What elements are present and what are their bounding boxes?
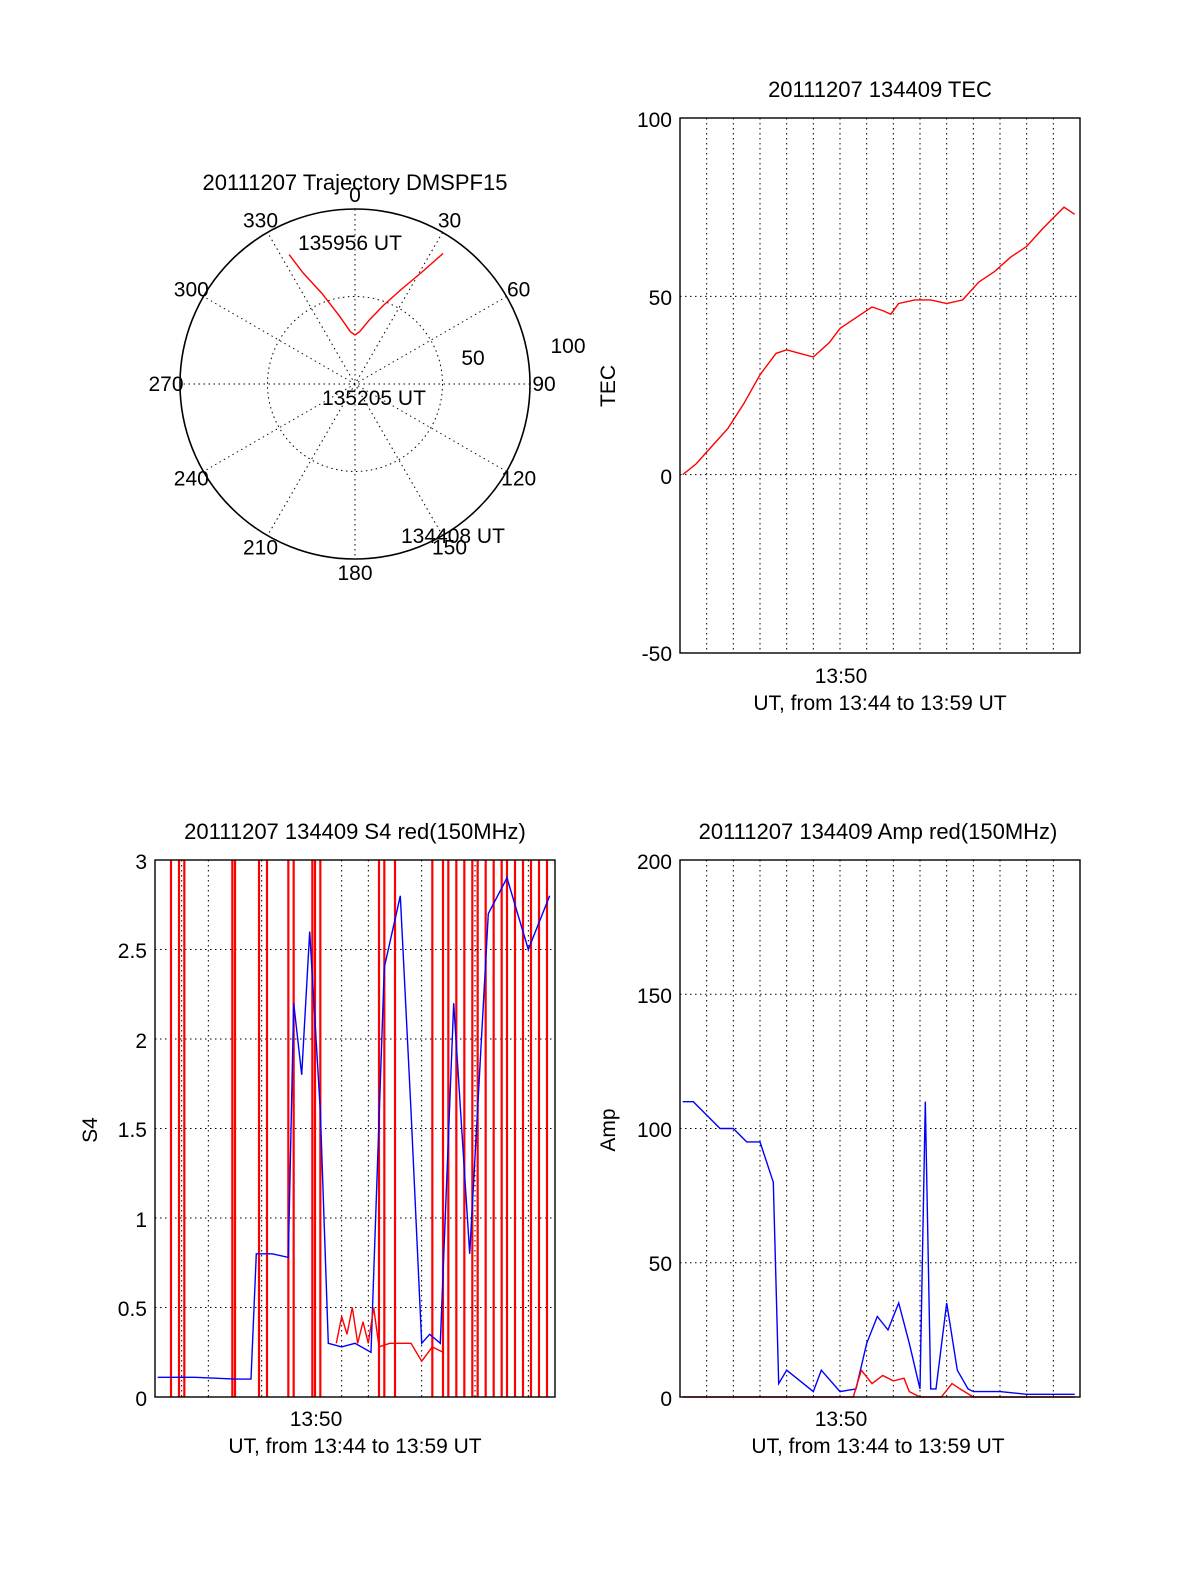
- polar-angle-label: 210: [243, 537, 278, 560]
- amp-panel: 20111207 134409 Amp red(150MHz) 200 150 …: [597, 819, 1081, 1458]
- amp-blue-series: [682, 1101, 1075, 1395]
- polar-spokes: [180, 209, 530, 559]
- amp-title: 20111207 134409 Amp red(150MHz): [699, 819, 1058, 844]
- s4-ytick-0-5: 0.5: [118, 1298, 147, 1321]
- amp-ylabel: Amp: [597, 1108, 620, 1151]
- s4-title: 20111207 134409 S4 red(150MHz): [184, 819, 526, 844]
- s4-ylabel: S4: [79, 1117, 102, 1143]
- tec-ylabel: TEC: [597, 365, 620, 407]
- amp-frame: [679, 859, 1081, 1398]
- amp-xlabel: UT, from 13:44 to 13:59 UT: [751, 1435, 1004, 1458]
- polar-angle-label: 90: [532, 373, 555, 396]
- amp-ytick-200: 200: [637, 851, 672, 874]
- tec-panel: 20111207 134409 TEC 100 50 0 -50 TEC 13:…: [597, 77, 1081, 715]
- polar-spoke: [267, 232, 443, 536]
- tec-series-line: [682, 206, 1076, 476]
- polar-angle-label: 120: [501, 468, 536, 491]
- polar-annotation-mid: 135205 UT: [322, 387, 426, 410]
- tec-ytick-50: 50: [649, 287, 672, 310]
- polar-annotation-start: 134408 UT: [401, 525, 505, 548]
- tec-title: 20111207 134409 TEC: [768, 77, 992, 102]
- polar-trajectory-line: [288, 252, 444, 336]
- s4-red-series: [335, 1307, 444, 1363]
- polar-angle-labels: 0 30 60 90 120 150 180 210 240 270 300 330: [148, 184, 555, 585]
- amp-xtick-1350: 13:50: [815, 1408, 868, 1431]
- polar-angle-label: 150: [432, 537, 467, 560]
- s4-grid: [155, 860, 555, 1397]
- s4-ytick-1-5: 1.5: [118, 1119, 147, 1142]
- s4-xlabel: UT, from 13:44 to 13:59 UT: [228, 1435, 481, 1458]
- tec-frame: [679, 117, 1081, 654]
- amp-ytick-50: 50: [649, 1253, 672, 1276]
- polar-radial-label-50: 50: [461, 347, 484, 370]
- polar-angle-label: 330: [243, 209, 278, 232]
- polar-angle-label: 0: [349, 184, 361, 207]
- tec-xlabel: UT, from 13:44 to 13:59 UT: [753, 692, 1006, 715]
- s4-ytick-2: 2: [135, 1030, 147, 1053]
- polar-angle-label: 60: [507, 279, 530, 302]
- polar-angle-label: 300: [174, 279, 209, 302]
- tec-ytick-neg50: -50: [642, 643, 672, 666]
- s4-xtick-1350: 13:50: [290, 1408, 343, 1431]
- s4-panel: 20111207 134409 S4 red(150MHz) 3 2.5 2 1…: [79, 819, 556, 1458]
- polar-angle-label: 30: [438, 209, 461, 232]
- polar-angle-label: 270: [148, 373, 183, 396]
- polar-angle-label: 240: [174, 468, 209, 491]
- amp-ytick-150: 150: [637, 985, 672, 1008]
- polar-title: 20111207 Trajectory DMSPF15: [203, 170, 508, 195]
- tec-ytick-100: 100: [637, 109, 672, 132]
- polar-angle-label: 180: [337, 562, 372, 585]
- tec-ytick-0: 0: [660, 466, 672, 489]
- amp-ytick-0: 0: [660, 1388, 672, 1411]
- amp-red-series: [682, 1368, 1075, 1398]
- amp-grid: [680, 860, 1080, 1397]
- s4-ytick-3: 3: [135, 851, 147, 874]
- s4-ytick-0: 0: [135, 1388, 147, 1411]
- s4-ytick-1: 1: [135, 1209, 147, 1232]
- tec-grid: [680, 118, 1080, 653]
- s4-blue-series: [157, 876, 551, 1380]
- polar-annotation-end: 135956 UT: [298, 232, 402, 255]
- amp-ytick-100: 100: [637, 1119, 672, 1142]
- polar-inner-ring: [267, 296, 443, 472]
- s4-frame: [154, 859, 556, 1398]
- s4-ytick-2-5: 2.5: [118, 940, 147, 963]
- tec-xtick-1350: 13:50: [815, 665, 868, 688]
- polar-radial-label-100: 100: [550, 335, 585, 358]
- polar-panel: 20111207 Trajectory DMSPF15 0 30 60 90 120 15…: [148, 170, 585, 585]
